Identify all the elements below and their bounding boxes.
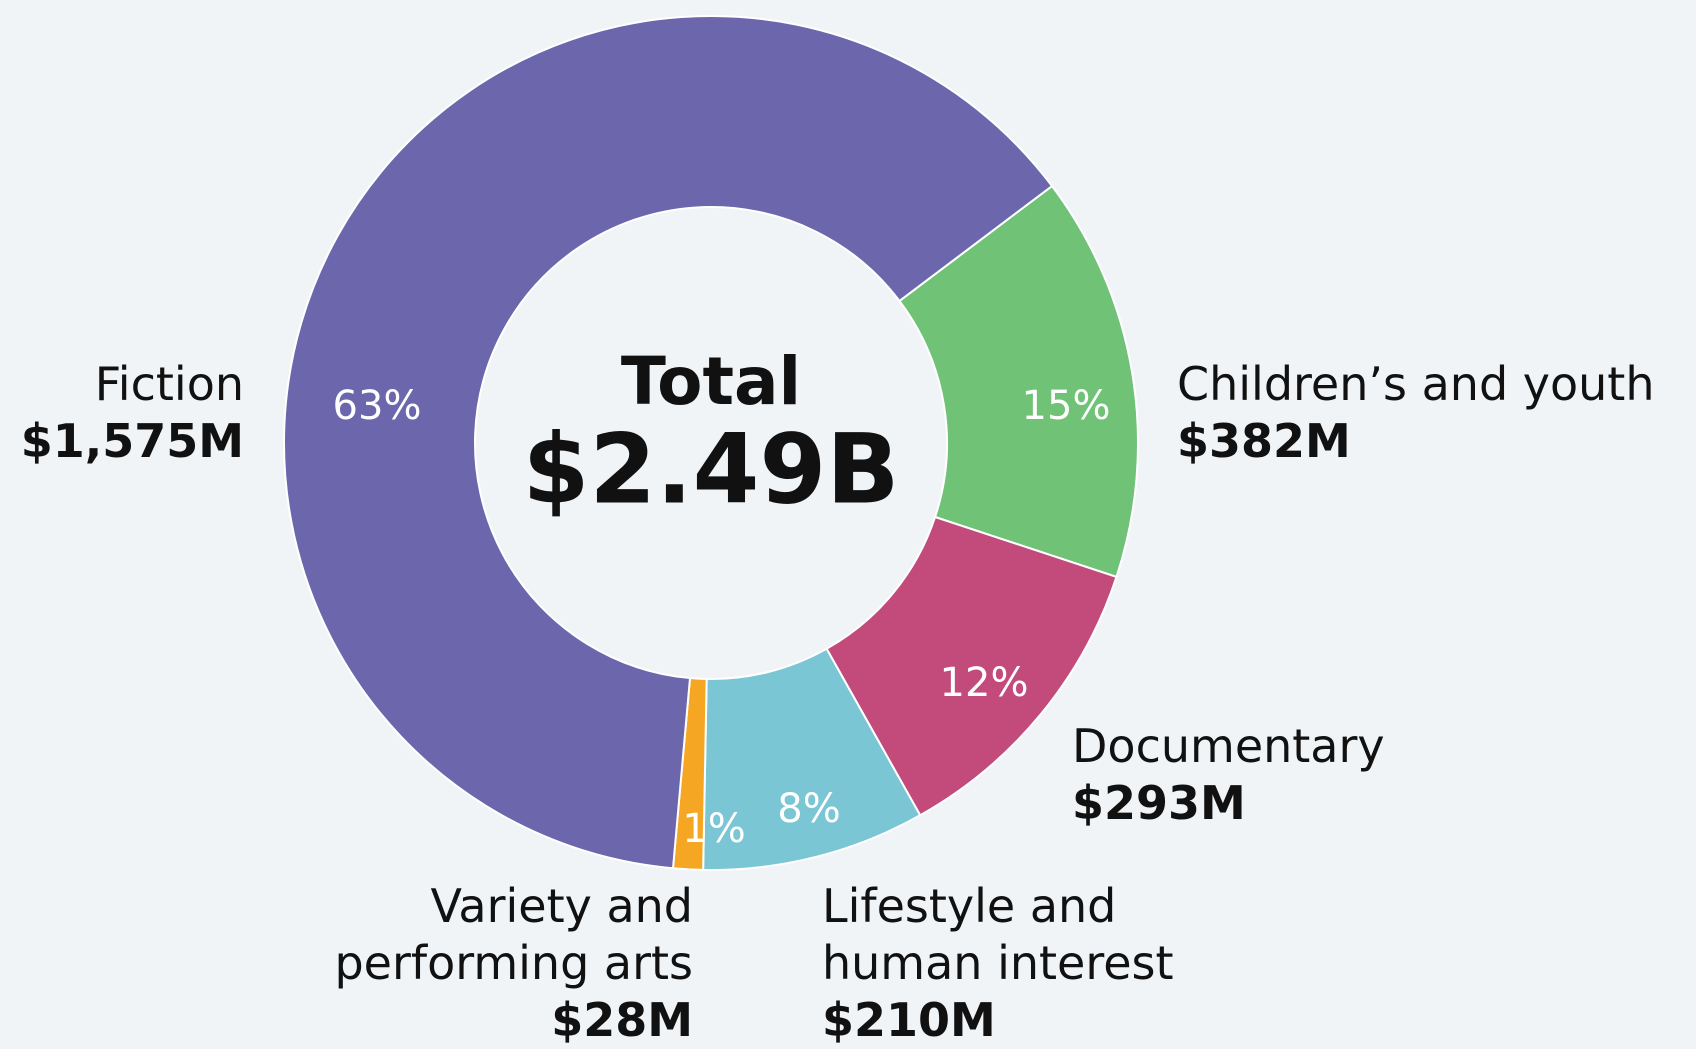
category-label: Fiction [94, 357, 244, 411]
category-label: Children’s and youth [1177, 357, 1655, 411]
slice-label: Fiction $1,575M [0, 356, 244, 470]
percent-label: 15% [1022, 383, 1111, 429]
slice [283, 15, 1054, 870]
percent-label: 63% [333, 383, 422, 429]
slice-label: Variety and performing arts $28M [293, 878, 693, 1049]
value-label: $293M [1072, 776, 1246, 830]
slice-label: Lifestyle and human interest $210M [822, 878, 1202, 1049]
percent-label: 1% [682, 806, 745, 852]
percent-label: 8% [777, 786, 840, 832]
value-label: $210M [822, 993, 996, 1047]
slice [898, 184, 1140, 579]
slice-label: Documentary $293M [1072, 718, 1572, 832]
center-value: $2.49B [523, 413, 900, 525]
value-label: $1,575M [20, 414, 244, 468]
percent-label: 12% [940, 660, 1029, 706]
value-label: $382M [1177, 414, 1351, 468]
category-label: Lifestyle and human interest [822, 879, 1174, 990]
slices [283, 15, 1140, 871]
value-label: $28M [551, 993, 693, 1047]
center-title: Total [621, 343, 801, 420]
category-label: Variety and performing arts [334, 879, 693, 990]
slice [825, 515, 1118, 817]
category-label: Documentary [1072, 719, 1385, 773]
slice-label: Children’s and youth $382M [1177, 356, 1696, 470]
